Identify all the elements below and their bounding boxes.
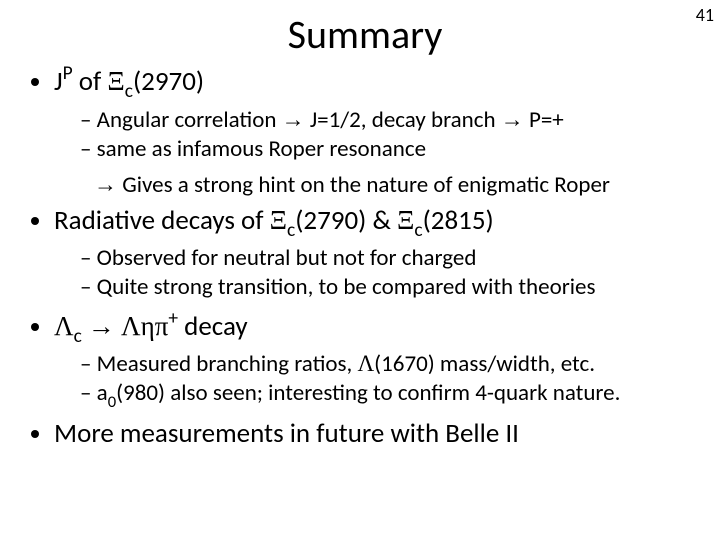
bullet-future: More measurements in future with Belle I… — [54, 418, 702, 451]
lambda-symbol: Λ — [121, 311, 141, 341]
superscript-plus: + — [168, 306, 178, 330]
sub-list: Observed for neutral but not for charged… — [54, 244, 702, 302]
subscript-c: c — [414, 218, 422, 242]
eta-symbol: η — [141, 311, 155, 341]
text: a — [97, 379, 108, 407]
subscript-c: c — [287, 218, 295, 242]
subscript-0: 0 — [108, 392, 116, 412]
arrow-icon: → — [282, 106, 305, 132]
text: Quite strong transition, to be compared … — [97, 273, 596, 301]
bullet-lambdac-decay: Λc → Ληπ+ decay Measured branching ratio… — [54, 308, 702, 412]
arrow-icon: → — [94, 171, 117, 197]
text: (2790) & — [295, 204, 397, 237]
sub-item-observed: Observed for neutral but not for charged — [80, 244, 702, 273]
bullet-radiative: Radiative decays of Ξc(2790) & Ξc(2815) … — [54, 204, 702, 302]
arrow-icon: → — [88, 311, 115, 341]
slide-title: Summary — [28, 10, 702, 59]
superscript-p: P — [63, 61, 73, 85]
text: of — [73, 65, 108, 98]
xi-symbol: Ξ — [270, 205, 287, 235]
lambda-symbol: Λ — [357, 351, 374, 376]
xi-symbol: Ξ — [397, 205, 414, 235]
sub-item-strong: Quite strong transition, to be compared … — [80, 273, 702, 302]
sub-list: Measured branching ratios, Λ(1670) mass/… — [54, 350, 702, 411]
text: Radiative decays of — [54, 204, 270, 237]
sub-item-roper: same as infamous Roper resonance — [80, 135, 702, 164]
arrow-icon: → — [501, 106, 524, 132]
text: Gives a strong hint on the nature of eni… — [117, 171, 610, 199]
text: (2970) — [133, 65, 204, 98]
bullet-jp-xic2970: JP of Ξc(2970) Angular correlation → J=1… — [54, 63, 702, 200]
continuation-line: → Gives a strong hint on the nature of e… — [54, 170, 702, 200]
text: (1670) mass/width, etc. — [374, 350, 595, 378]
text: (2815) — [423, 204, 494, 237]
text: Observed for neutral but not for charged — [97, 244, 477, 272]
text: (980) also seen; interesting to confirm … — [116, 379, 620, 407]
sub-item-branching: Measured branching ratios, Λ(1670) mass/… — [80, 350, 702, 379]
text: J — [54, 65, 63, 98]
text: Angular correlation — [97, 106, 282, 134]
sub-list: Angular correlation → J=1/2, decay branc… — [54, 105, 702, 164]
text: More measurements in future with Belle I… — [54, 417, 519, 450]
text: P=+ — [524, 106, 564, 134]
lambda-symbol: Λ — [54, 311, 74, 341]
text: Measured branching ratios, — [97, 350, 358, 378]
bullet-list: JP of Ξc(2970) Angular correlation → J=1… — [28, 63, 702, 450]
slide: 41 Summary JP of Ξc(2970) Angular correl… — [0, 0, 720, 540]
text: J=1/2, decay branch — [305, 106, 501, 134]
sub-item-angular: Angular correlation → J=1/2, decay branc… — [80, 105, 702, 135]
subscript-c: c — [74, 324, 82, 348]
subscript-c: c — [125, 79, 133, 103]
text: decay — [178, 310, 248, 343]
page-number: 41 — [696, 4, 714, 26]
text: same as infamous Roper resonance — [97, 135, 426, 163]
xi-symbol: Ξ — [107, 66, 124, 96]
pi-symbol: π — [155, 311, 169, 341]
sub-item-a0: a0(980) also seen; interesting to confir… — [80, 379, 702, 411]
